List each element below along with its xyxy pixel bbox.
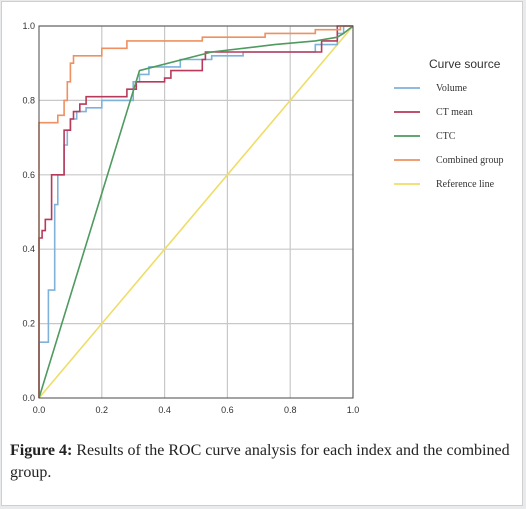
y-tick-label: 0.4 (22, 244, 35, 254)
x-tick-label: 0.0 (33, 405, 46, 415)
y-tick-label: 1.0 (22, 21, 35, 31)
series-layer (38, 25, 354, 399)
y-tick-label: 0.6 (22, 170, 35, 180)
legend-title: Curve source (429, 57, 501, 71)
figure-caption: Figure 4: Results of the ROC curve analy… (10, 440, 515, 484)
legend-label: Volume (436, 83, 467, 94)
series-line-reference-line (38, 25, 354, 399)
caption-label: Figure 4: (10, 442, 73, 459)
y-tick-label: 0.2 (22, 319, 35, 329)
plot-border (38, 25, 354, 399)
legend-label: Combined group (436, 155, 504, 166)
axes (38, 25, 354, 399)
x-tick-label: 0.8 (284, 405, 297, 415)
y-tick-label: 0.8 (22, 95, 35, 105)
legend-label: Reference line (436, 179, 495, 190)
series-line-combined-group (38, 25, 353, 398)
tick-labels: 0.0 0.2 0.4 0.6 0.8 1.0 0.0 0.2 0.4 0.6 0.8 1.0 (22, 21, 359, 415)
legend: Curve source Volume CT mean CTC Combined gr… (394, 57, 504, 190)
caption-text: Results of the ROC curve analysis for ea… (10, 442, 510, 481)
legend-label: CT mean (436, 107, 473, 118)
reference-line-layer (38, 25, 354, 399)
roc-chart: 0.0 0.2 0.4 0.6 0.8 1.0 0.0 0.2 0.4 0.6 0.8 1.0 Cur… (22, 21, 504, 415)
x-tick-label: 1.0 (347, 405, 360, 415)
x-tick-label: 0.6 (221, 405, 234, 415)
series-line-ct-mean (38, 25, 353, 398)
series-line-ctc (38, 25, 354, 399)
x-tick-label: 0.4 (158, 405, 171, 415)
y-tick-label: 0.0 (22, 393, 35, 403)
x-tick-label: 0.2 (96, 405, 109, 415)
legend-label: CTC (436, 131, 456, 142)
